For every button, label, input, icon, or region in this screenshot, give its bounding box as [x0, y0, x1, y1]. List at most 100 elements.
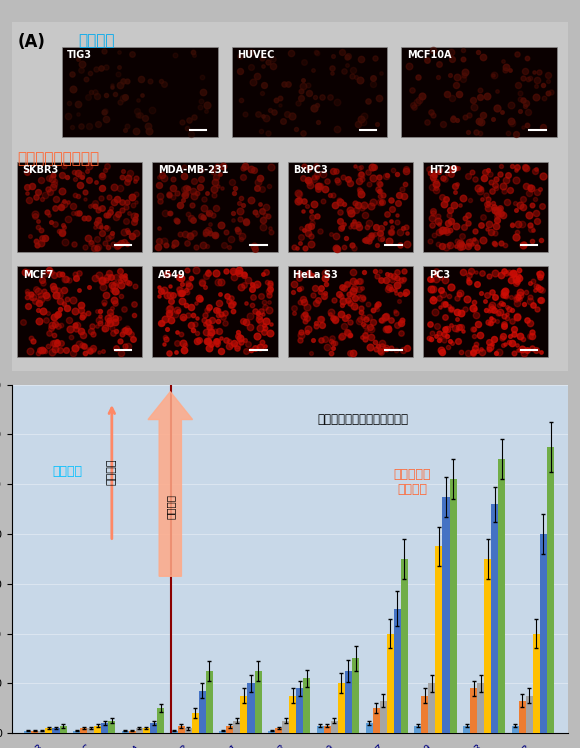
Point [240, 160, 249, 172]
Point [177, 295, 186, 307]
Point [49, 269, 59, 281]
Point [500, 286, 509, 298]
Point [121, 324, 130, 336]
Point [34, 186, 43, 198]
Point [521, 100, 530, 112]
Point [487, 304, 496, 316]
Point [472, 278, 481, 290]
Point [258, 61, 267, 73]
Point [392, 272, 401, 284]
Point [180, 228, 190, 240]
Bar [192, 713, 199, 733]
Point [264, 304, 274, 316]
Point [161, 313, 170, 325]
Point [227, 233, 236, 245]
Point [398, 275, 407, 286]
Point [331, 242, 340, 254]
Point [246, 163, 256, 175]
Point [359, 311, 368, 323]
Point [65, 97, 74, 109]
Point [42, 206, 51, 218]
Point [359, 292, 368, 304]
Point [487, 226, 496, 238]
Point [74, 52, 83, 64]
Point [429, 109, 438, 121]
Point [166, 295, 176, 307]
Point [37, 224, 46, 236]
Point [532, 304, 541, 316]
Point [73, 98, 82, 110]
Point [510, 197, 520, 209]
Point [97, 192, 106, 204]
Point [31, 235, 40, 247]
Point [496, 297, 506, 309]
Point [262, 315, 271, 327]
Point [116, 347, 125, 359]
Point [235, 332, 245, 344]
Point [477, 267, 487, 279]
Point [345, 177, 354, 188]
Point [206, 321, 215, 333]
Point [538, 200, 547, 212]
Point [100, 164, 110, 176]
Point [401, 286, 411, 298]
Point [160, 338, 169, 350]
Point [469, 296, 478, 308]
Point [426, 319, 435, 331]
Point [425, 331, 434, 343]
Point [59, 160, 68, 172]
Point [68, 207, 77, 219]
Point [452, 292, 461, 304]
Point [338, 221, 347, 233]
Point [175, 284, 184, 296]
Point [313, 171, 322, 183]
Point [507, 218, 516, 230]
Point [338, 295, 347, 307]
Point [361, 234, 371, 246]
Point [429, 169, 438, 181]
Point [378, 197, 387, 209]
Point [473, 183, 483, 194]
Point [56, 200, 66, 212]
Point [268, 61, 277, 73]
Point [382, 169, 391, 181]
Point [60, 298, 69, 310]
Point [465, 269, 474, 280]
Point [105, 313, 114, 325]
Point [115, 266, 124, 278]
Point [183, 122, 192, 134]
Point [96, 221, 106, 233]
Point [494, 298, 503, 310]
Point [303, 227, 313, 239]
Point [205, 218, 215, 230]
Point [289, 307, 299, 319]
Point [394, 188, 404, 200]
Point [299, 293, 308, 305]
Point [296, 85, 306, 96]
Point [514, 264, 524, 276]
Point [356, 275, 365, 286]
Point [434, 218, 444, 230]
Point [102, 113, 111, 125]
Point [97, 274, 106, 286]
Point [360, 333, 369, 345]
Point [436, 301, 445, 313]
Point [180, 187, 189, 199]
Point [80, 242, 89, 254]
Point [248, 279, 257, 291]
Bar [255, 671, 262, 733]
Point [287, 46, 296, 58]
Bar [153, 162, 278, 252]
Point [110, 277, 119, 289]
Bar [365, 723, 372, 733]
Point [229, 207, 238, 219]
Point [278, 115, 288, 127]
Point [74, 190, 83, 202]
Point [432, 175, 441, 187]
Point [75, 179, 85, 191]
Point [42, 292, 51, 304]
Point [434, 226, 443, 238]
Point [296, 93, 306, 105]
Point [506, 275, 516, 286]
Point [486, 177, 495, 188]
